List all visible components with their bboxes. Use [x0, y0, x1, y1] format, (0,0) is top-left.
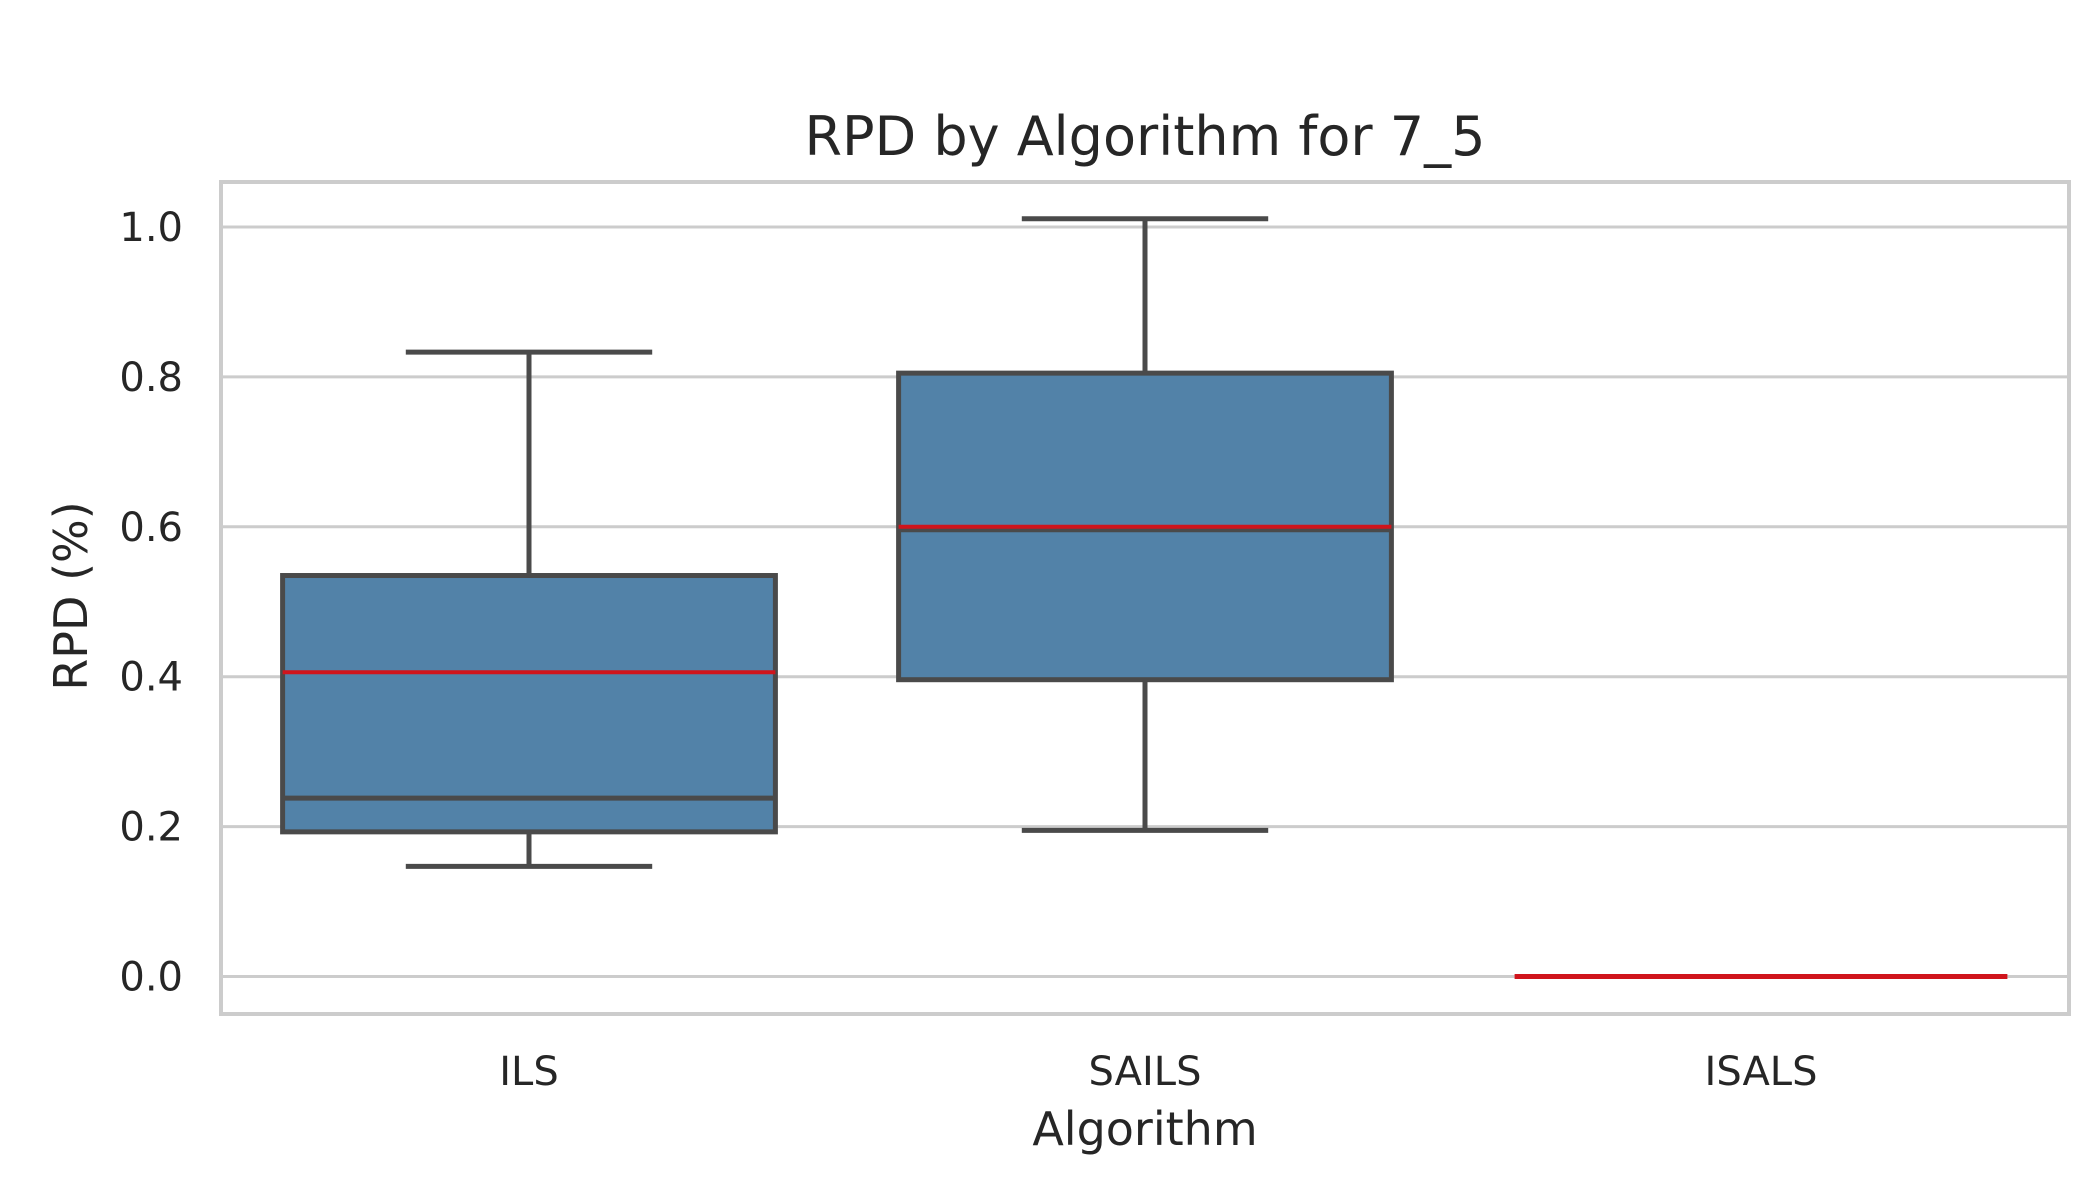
y-tick-label: 0.6 — [119, 505, 183, 551]
interquartile-box — [280, 573, 778, 835]
plot-frame — [219, 180, 2071, 1016]
box-ils — [280, 349, 778, 869]
y-tick-label: 1.0 — [119, 205, 183, 251]
x-tick-label: ILS — [499, 1049, 558, 1095]
x-tick-label: SAILS — [1089, 1049, 1202, 1095]
y-tick-label: 0.4 — [119, 655, 183, 701]
boxes — [280, 216, 2008, 980]
x-axis-label: Algorithm — [1032, 1102, 1257, 1156]
y-tick-label: 0.2 — [119, 805, 183, 851]
y-axis-label: RPD (%) — [44, 501, 98, 690]
x-tick-label: ISALS — [1705, 1049, 1818, 1095]
y-tick-label: 0.8 — [119, 355, 183, 401]
y-tick-labels: 0.0 0.2 0.4 0.6 0.8 1.0 — [119, 205, 183, 1001]
chart-title: RPD by Algorithm for 7_5 — [805, 105, 1486, 168]
x-tick-labels: ILS SAILS ISALS — [499, 1049, 1817, 1095]
box-sails — [896, 216, 1394, 833]
y-tick-label: 0.0 — [119, 955, 183, 1001]
